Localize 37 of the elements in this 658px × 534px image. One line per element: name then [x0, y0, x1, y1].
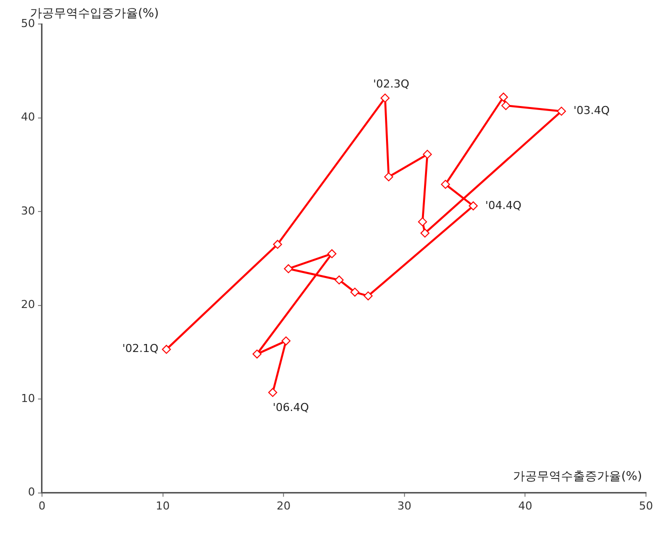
point: [268, 388, 278, 397]
point: [440, 180, 450, 189]
point: [556, 106, 566, 116]
point: [282, 336, 291, 346]
point: [252, 350, 262, 359]
annotation: '06.4Q: [272, 400, 310, 414]
point: [380, 94, 390, 103]
point: [468, 201, 478, 210]
point: [350, 288, 360, 297]
x-tick-label: 40: [518, 499, 532, 512]
x-axis-title: 가공무역수출증가율(%): [513, 468, 642, 483]
y-tick-label: 30: [20, 204, 35, 218]
point: [418, 217, 428, 226]
point: [384, 172, 394, 182]
annotation: '02.1Q: [122, 342, 159, 356]
x-tick-label: 50: [639, 499, 653, 512]
y-tick-label: 20: [20, 298, 35, 312]
annotation: '02.3Q: [373, 77, 410, 90]
y-tick-label: 0: [28, 486, 35, 499]
x-tick-label: 20: [276, 499, 291, 512]
annotation: '04.4Q: [485, 198, 522, 212]
x-tick-label: 0: [38, 499, 46, 512]
point: [334, 275, 344, 284]
x-tick-label: 30: [397, 499, 412, 512]
point: [284, 264, 293, 274]
y-tick-label: 10: [20, 392, 35, 405]
y-tick-label: 40: [20, 110, 35, 124]
point: [420, 228, 430, 238]
point: [501, 101, 510, 110]
annotation: '03.4Q: [573, 104, 610, 118]
point: [273, 240, 282, 249]
point: [162, 344, 171, 354]
point: [422, 150, 432, 159]
point: [327, 249, 336, 258]
point: [364, 291, 373, 300]
point: [498, 92, 508, 102]
x-tick-label: 10: [156, 499, 170, 512]
